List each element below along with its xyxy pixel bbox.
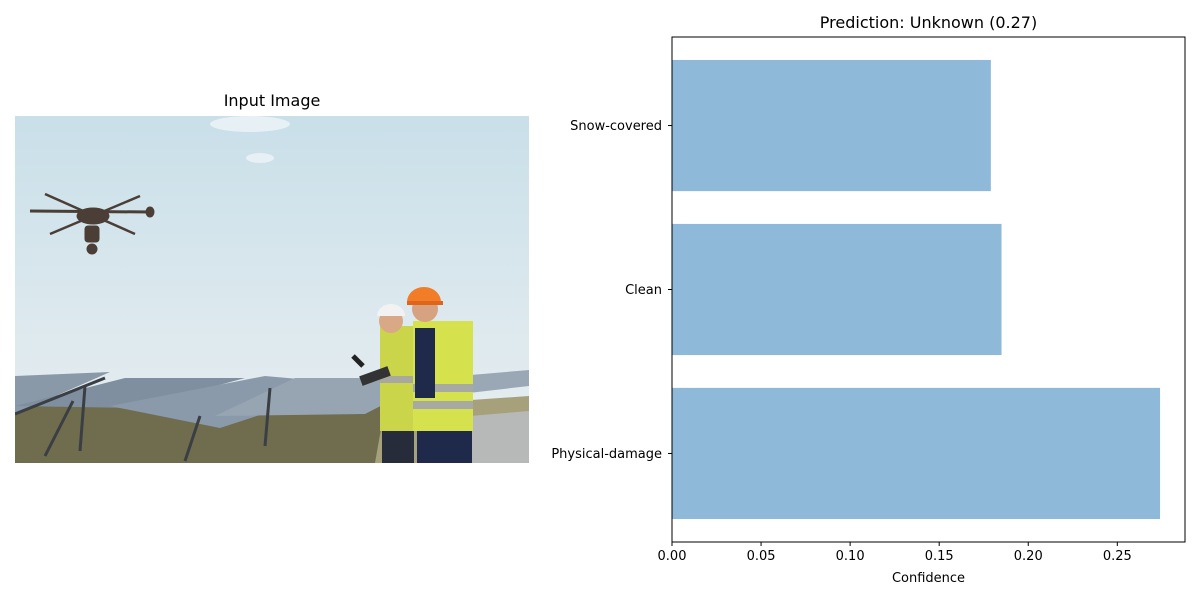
y-tick-label: Physical-damage [551,447,662,462]
bar-clean [672,223,1002,356]
input-image [15,116,529,463]
bar-snow-covered [672,59,991,192]
bar-physical-damage [672,387,1161,520]
input-image-title: Input Image [223,91,321,110]
x-tick-label: 0.25 [1103,549,1132,564]
x-axis-label: Confidence [892,571,965,586]
y-tick-label: Clean [625,283,662,298]
x-tick-label: 0.10 [836,549,865,564]
x-tick-label: 0.15 [925,549,954,564]
chart-title: Prediction: Unknown (0.27) [819,13,1038,32]
y-tick-label: Snow-covered [570,119,662,134]
x-tick-label: 0.05 [747,549,776,564]
x-tick-label: 0.20 [1014,549,1043,564]
x-tick-label: 0.00 [658,549,687,564]
